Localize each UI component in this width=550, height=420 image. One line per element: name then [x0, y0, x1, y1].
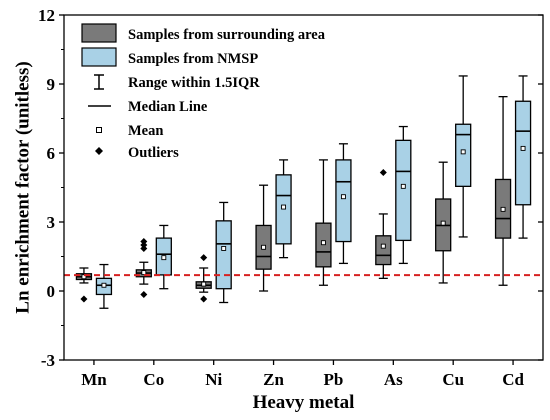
- box-group-cu-surrounding: [435, 161, 452, 284]
- box-group-mn-nmsp: [95, 263, 113, 309]
- outlier-point: [379, 169, 387, 177]
- x-tick-label-ni: Ni: [205, 370, 222, 389]
- x-tick-label-as: As: [384, 370, 403, 389]
- legend-label-nmsp: Samples from NMSP: [128, 51, 258, 67]
- box-iqr: [514, 100, 532, 206]
- legend: Samples from surrounding area Samples fr…: [81, 23, 326, 161]
- mean-marker: [161, 255, 167, 261]
- box-group-ni-nmsp: [215, 201, 232, 304]
- y-axis-title: Ln enrichment factor (unitless): [13, 61, 34, 313]
- legend-swatch-surrounding: [81, 23, 117, 43]
- box-group-ni-surrounding: [195, 254, 212, 303]
- box-group-pb-surrounding: [315, 159, 332, 286]
- box-group-zn-nmsp: [275, 159, 292, 259]
- mean-marker: [281, 204, 287, 210]
- legend-label-surrounding: Samples from surrounding area: [128, 27, 326, 43]
- outlier-point: [200, 295, 208, 303]
- x-tick-label-pb: Pb: [324, 370, 344, 389]
- box-iqr: [375, 235, 392, 266]
- legend-outlier-icon: [95, 147, 103, 155]
- mean-marker: [500, 206, 506, 212]
- legend-swatch-nmsp: [81, 47, 117, 67]
- outlier-point: [140, 290, 148, 298]
- axis-layer: -3 0 3 6 9 12 Mn Co Ni Zn Pb As Cu Cd: [38, 6, 543, 389]
- x-axis-title: Heavy metal: [253, 392, 355, 413]
- box-group-pb-nmsp: [335, 143, 352, 265]
- box-group-zn-surrounding: [255, 184, 272, 292]
- x-tick-label-cu: Cu: [442, 370, 464, 389]
- mean-marker: [201, 281, 207, 287]
- x-tick-label-mn: Mn: [81, 370, 107, 389]
- legend-label-median: Median Line: [128, 99, 208, 115]
- mean-marker: [340, 194, 346, 200]
- legend-whisker-icon: [94, 74, 104, 90]
- x-tick-label-cd: Cd: [502, 370, 524, 389]
- box-group-cd-surrounding: [494, 96, 512, 286]
- mean-marker: [460, 149, 466, 155]
- mean-marker: [520, 145, 526, 151]
- mean-marker: [261, 244, 267, 250]
- box-group-as-nmsp: [395, 125, 412, 265]
- legend-label-mean: Mean: [128, 123, 163, 139]
- box-group-cd-nmsp: [514, 75, 532, 239]
- legend-mean-icon: [96, 127, 102, 133]
- y-tick-label: 3: [47, 213, 56, 232]
- mean-marker: [400, 183, 406, 189]
- box-iqr: [335, 159, 352, 243]
- mean-marker: [320, 240, 326, 246]
- box-group-as-surrounding: [375, 169, 392, 280]
- mean-marker: [380, 243, 386, 249]
- y-tick-label: 0: [47, 282, 56, 301]
- box-group-co-surrounding: [135, 238, 152, 298]
- box-group-co-nmsp: [155, 224, 172, 290]
- legend-label-range: Range within 1.5IQR: [128, 75, 260, 91]
- mean-marker: [141, 270, 147, 276]
- mean-marker: [440, 220, 446, 226]
- outlier-point: [80, 295, 88, 303]
- legend-label-outliers: Outliers: [128, 145, 179, 161]
- x-tick-label-zn: Zn: [263, 370, 284, 389]
- y-tick-label: 6: [47, 144, 56, 163]
- box-group-mn-surrounding: [75, 267, 93, 303]
- box-iqr: [455, 123, 472, 187]
- x-tick-label-co: Co: [143, 370, 164, 389]
- mean-marker: [81, 274, 87, 280]
- y-tick-label: 12: [38, 6, 55, 25]
- mean-marker: [221, 245, 227, 251]
- outlier-point: [140, 238, 148, 246]
- box-group-cu-nmsp: [455, 75, 472, 238]
- y-tick-label: -3: [41, 351, 55, 370]
- y-tick-label: 9: [47, 75, 56, 94]
- box-iqr: [395, 139, 412, 242]
- outlier-point: [200, 254, 208, 262]
- plot-layer: [75, 75, 532, 309]
- box-iqr: [215, 220, 232, 290]
- mean-marker: [101, 282, 107, 288]
